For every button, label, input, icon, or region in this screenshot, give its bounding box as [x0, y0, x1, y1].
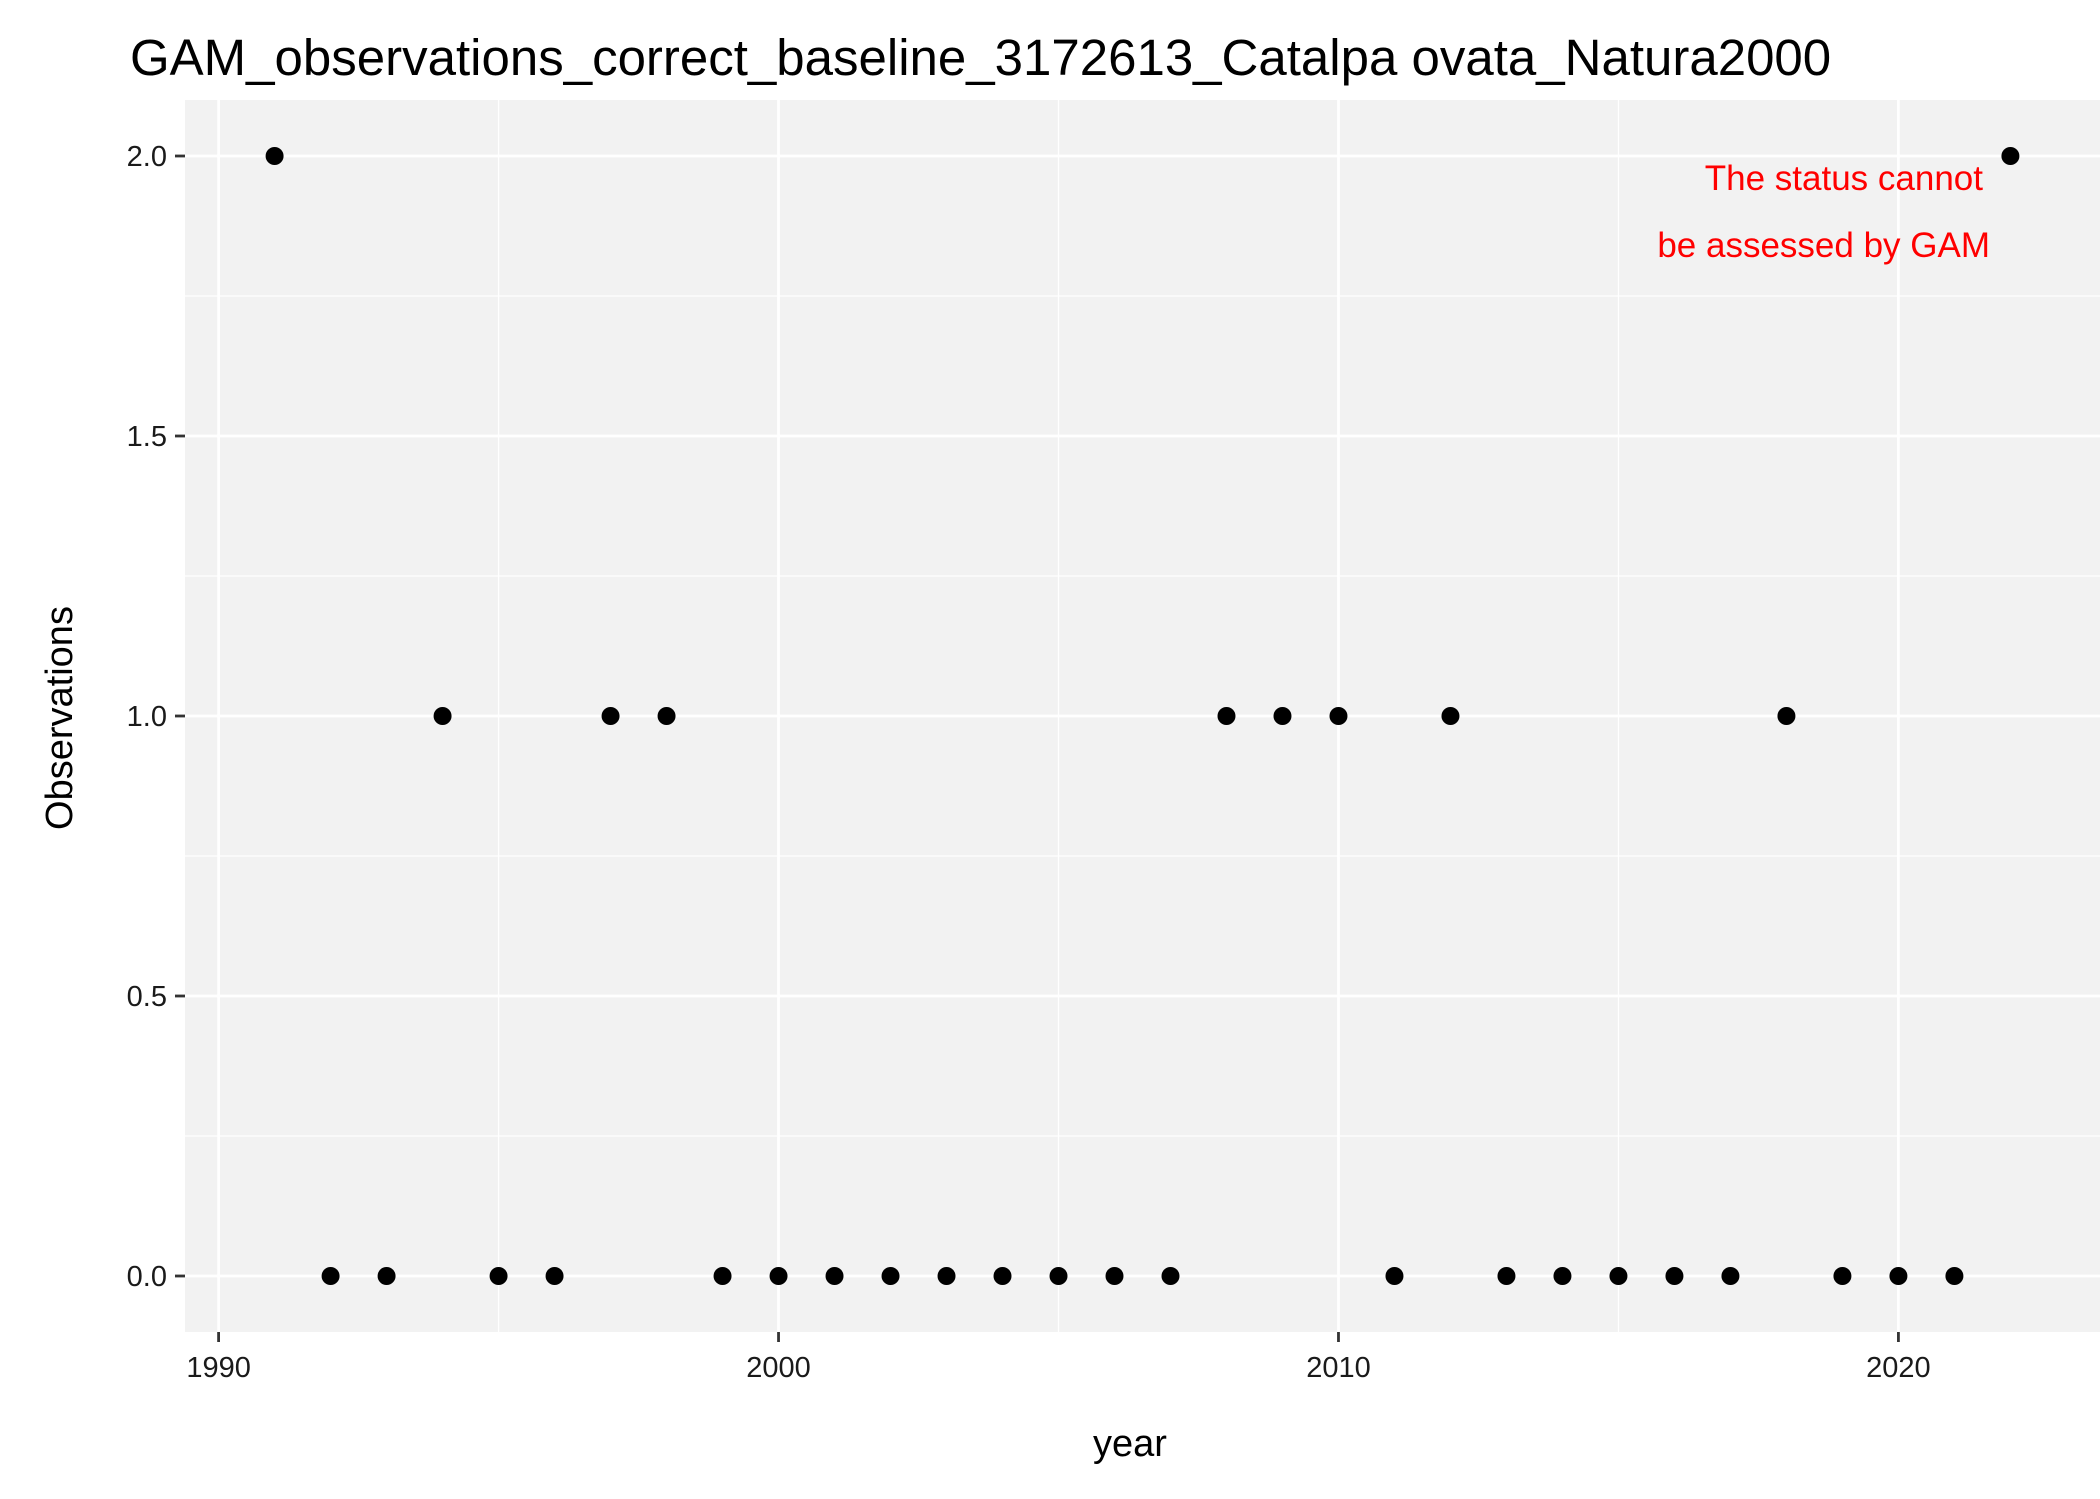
data-point-2003 [937, 1267, 956, 1285]
x-tick-label-2: 2010 [1306, 1352, 1371, 1384]
data-point-2010 [1329, 707, 1348, 725]
y-axis: 0.0 0.5 1.0 1.5 2.0 [127, 141, 185, 1293]
x-tick-label-0: 1990 [186, 1352, 251, 1384]
data-point-2017 [1721, 1267, 1740, 1285]
y-tick-label-2: 1.0 [127, 701, 167, 733]
data-point-2001 [825, 1267, 844, 1285]
data-point-1993 [377, 1267, 396, 1285]
data-point-1998 [657, 707, 676, 725]
data-point-2018 [1777, 707, 1796, 725]
y-tick-label-4: 2.0 [127, 141, 167, 173]
data-point-2006 [1105, 1267, 1124, 1285]
data-point-2009 [1273, 707, 1292, 725]
data-point-2011 [1385, 1267, 1404, 1285]
data-point-2014 [1553, 1267, 1572, 1285]
x-tick-label-3: 2020 [1866, 1352, 1931, 1384]
data-point-2015 [1609, 1267, 1628, 1285]
data-point-2022 [2001, 147, 2020, 165]
data-point-2004 [993, 1267, 1012, 1285]
data-point-1991 [265, 147, 284, 165]
chart-title: GAM_observations_correct_baseline_317261… [130, 29, 1831, 86]
data-point-1995 [489, 1267, 508, 1285]
annotation-line-1: The status cannot [1705, 159, 1983, 198]
data-point-2000 [769, 1267, 788, 1285]
data-point-1992 [321, 1267, 340, 1285]
data-point-2007 [1161, 1267, 1180, 1285]
y-tick-label-1: 0.5 [127, 981, 167, 1013]
data-point-2019 [1833, 1267, 1852, 1285]
data-point-2005 [1049, 1267, 1068, 1285]
data-point-2021 [1945, 1267, 1964, 1285]
data-point-1999 [713, 1267, 732, 1285]
data-points [265, 147, 2020, 1285]
status-annotation: The status cannot be assessed by GAM [1657, 159, 1990, 265]
data-point-2002 [881, 1267, 900, 1285]
annotation-line-2: be assessed by GAM [1657, 226, 1990, 265]
data-point-1996 [545, 1267, 564, 1285]
data-point-2020 [1889, 1267, 1908, 1285]
y-axis-title: Observations [39, 606, 81, 830]
data-point-2012 [1441, 707, 1460, 725]
data-point-1997 [601, 707, 620, 725]
x-axis-title: year [1093, 1423, 1167, 1465]
x-axis: 1990 2000 2010 2020 [186, 1332, 1931, 1384]
data-point-1994 [433, 707, 452, 725]
data-point-2008 [1217, 707, 1236, 725]
data-point-2016 [1665, 1267, 1684, 1285]
y-tick-label-0: 0.0 [127, 1261, 167, 1293]
y-tick-label-3: 1.5 [127, 421, 167, 453]
data-point-2013 [1497, 1267, 1516, 1285]
x-tick-label-1: 2000 [746, 1352, 811, 1384]
